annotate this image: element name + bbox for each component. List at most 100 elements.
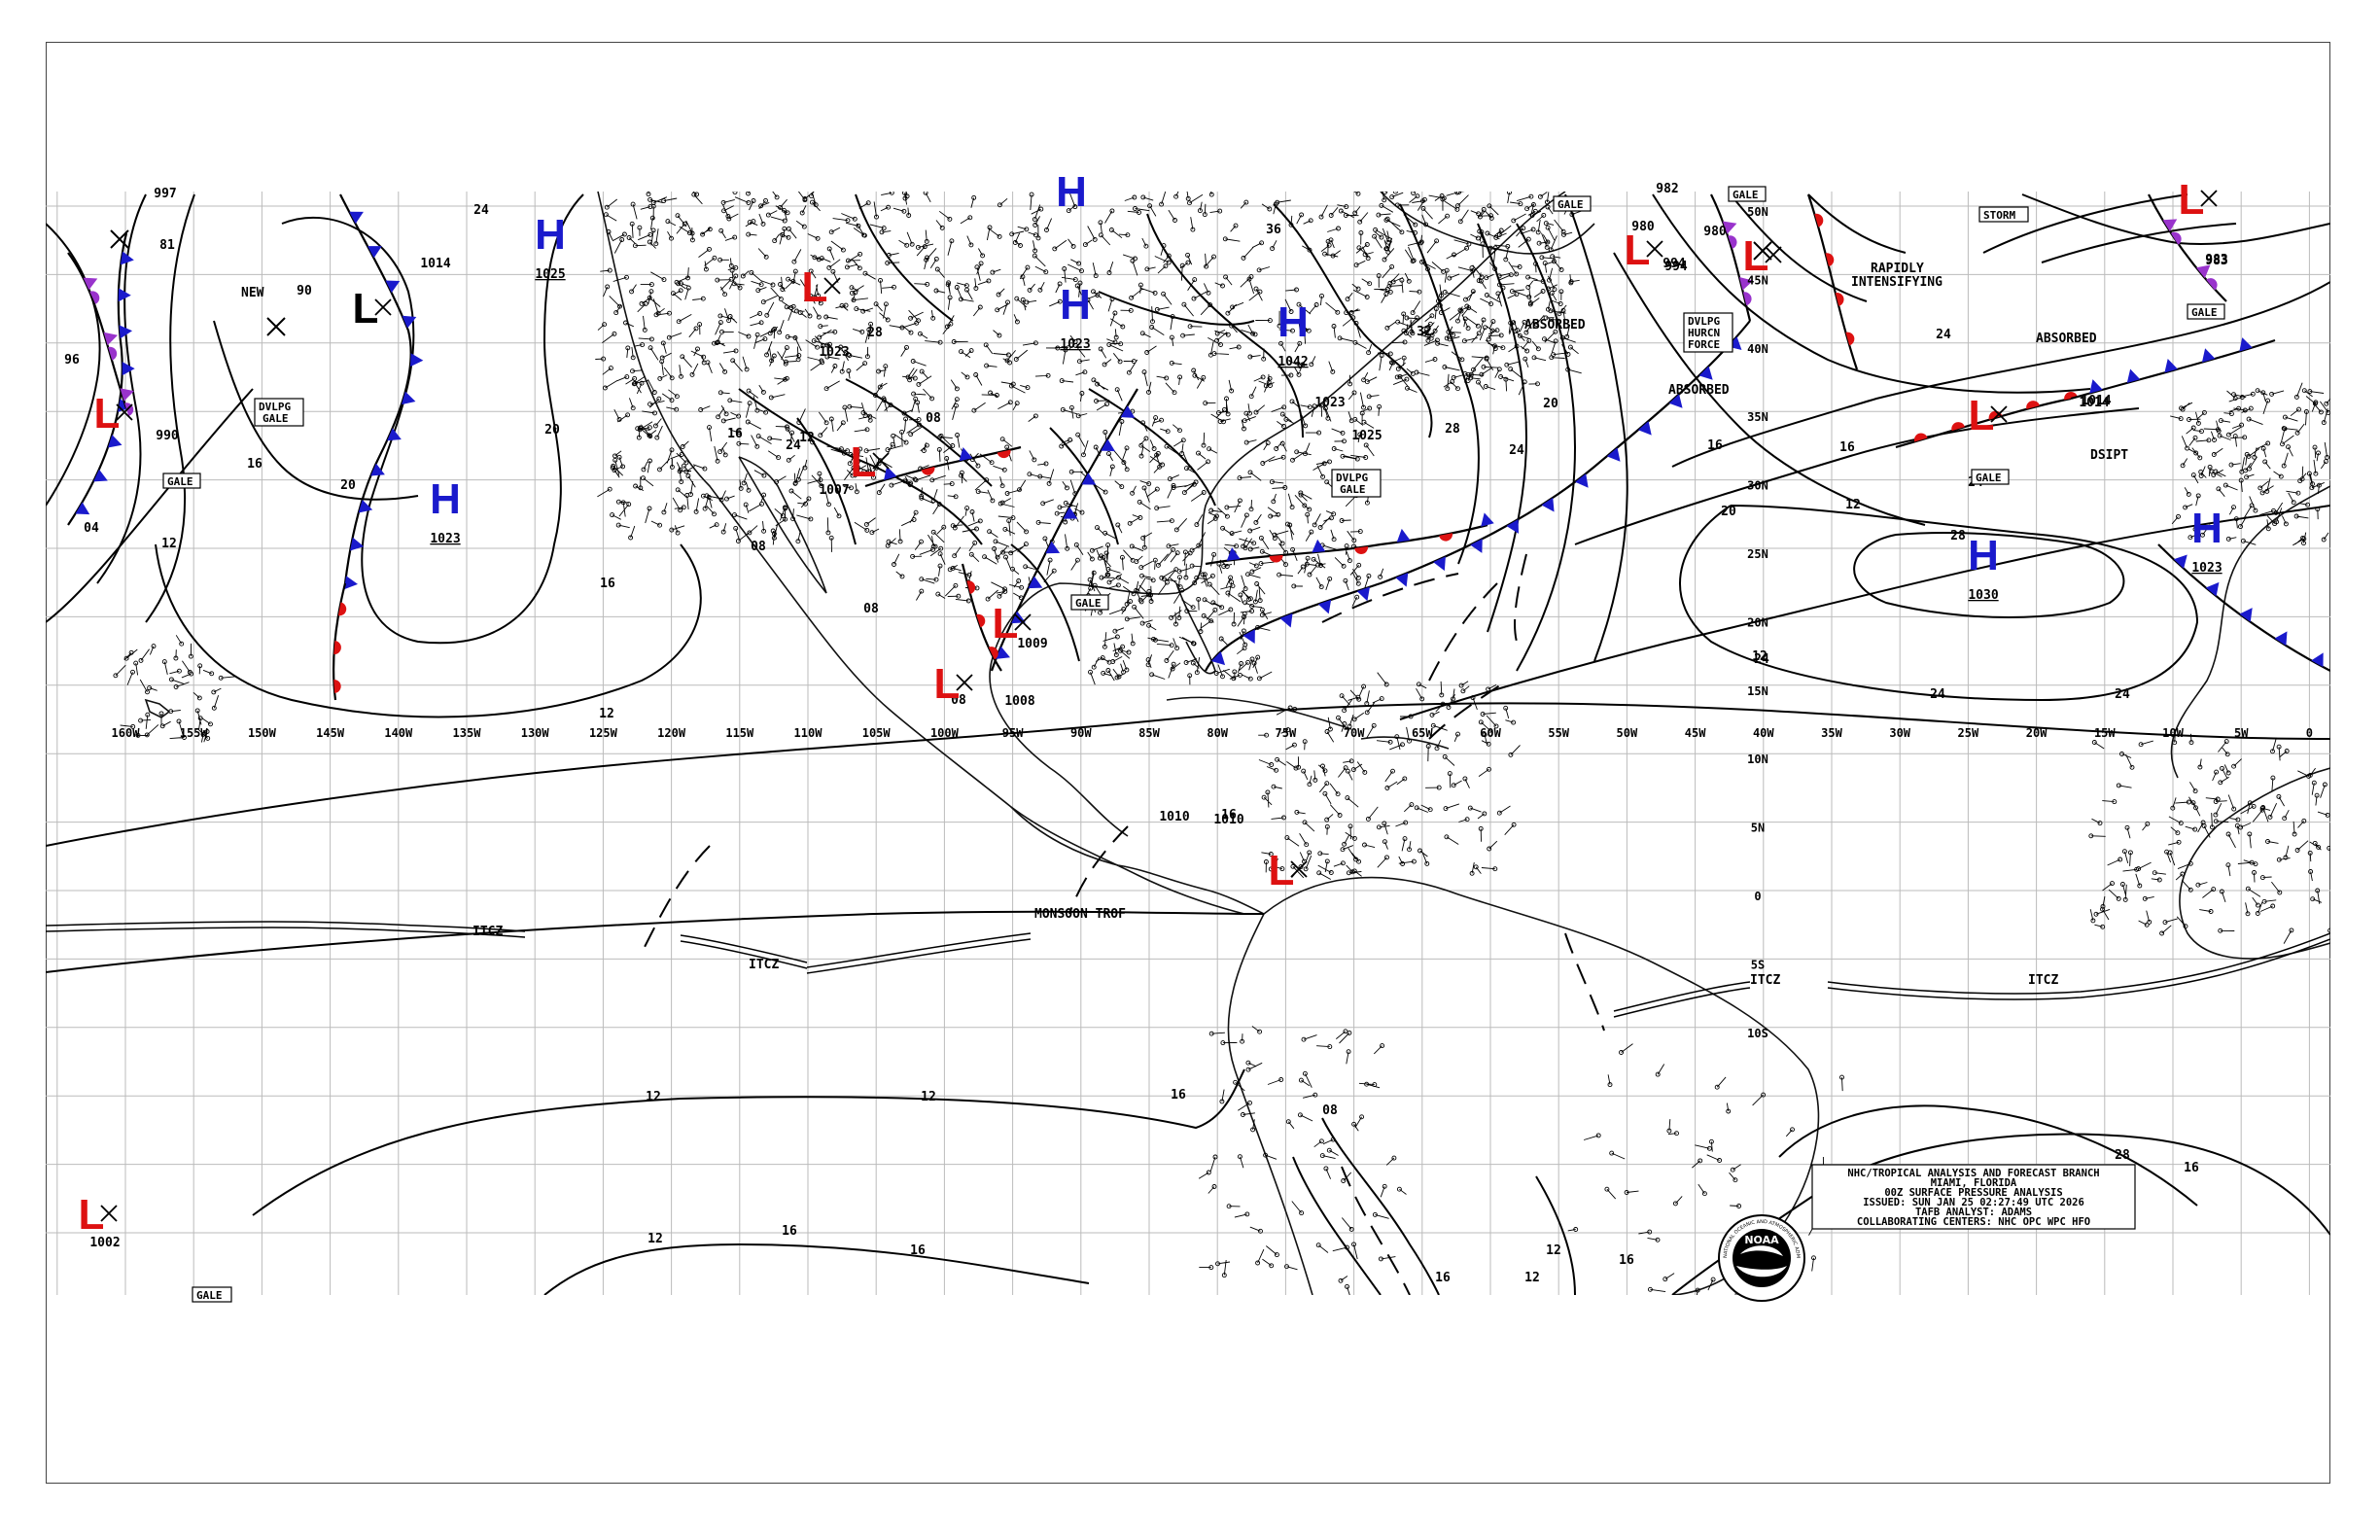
high-pressure-value: 1042 (1278, 355, 1308, 369)
isobar-label: 24 (1509, 443, 1524, 458)
center-x-marker (266, 317, 286, 336)
cold-front-east-pacific (339, 193, 424, 590)
high-pressure-center: H 1030 (1968, 532, 1999, 603)
isobar-label: 08 (751, 540, 766, 554)
info-line-4: ISSUED: SUN JAN 25 02:27:49 UTC 2026 (1863, 1197, 2084, 1208)
low-pressure-center: L (353, 285, 392, 332)
isobar-label: 16 (782, 1224, 797, 1239)
isobar-label: 12 (599, 707, 614, 721)
low-label: L (1969, 392, 1995, 439)
isobar-label: 983 (2205, 253, 2227, 267)
lon-label: 135W (453, 726, 482, 740)
low-pressure-value: 980 (1703, 225, 1727, 239)
lat-label: 5N (1751, 822, 1765, 835)
low-center-x (1646, 240, 1663, 258)
annotation-dvlpg-hurcn-force: DVLPG HURCN FORCE (1683, 312, 1733, 353)
annotation-itcz-4: ITCZ (2028, 973, 2058, 988)
low-label: L (851, 438, 877, 486)
lat-label: 40N (1747, 342, 1768, 356)
lat-label: 25N (1747, 547, 1768, 561)
lon-label: 65W (1412, 726, 1433, 740)
lon-label: 30W (1889, 726, 1910, 740)
isobar-label: 08 (951, 693, 966, 708)
low-pressure-center: L 983 (2179, 176, 2228, 268)
isobar-label: 28 (1950, 529, 1966, 543)
info-line-6: COLLABORATING CENTERS: NHC OPC WPC HFO (1857, 1216, 2090, 1228)
isobar-label: 12 (1524, 1271, 1540, 1285)
annotation-dvlpg-gale-west: DVLPG GALE (254, 398, 304, 427)
lon-label: 40W (1753, 726, 1774, 740)
lon-label: 80W (1207, 726, 1228, 740)
lon-label: 100W (930, 726, 960, 740)
hispaniola (1360, 736, 1450, 750)
isobar-label: 08 (1322, 1103, 1338, 1118)
cold-front-east-atlantic (2070, 337, 2276, 401)
isobar-label: 24 (2115, 687, 2130, 702)
lon-label: 0 (2306, 726, 2313, 740)
low-center-x (1990, 405, 2008, 423)
isobar-labels: 997 81 96 90 1014 24 04 12 16 20 16 20 24 28 36 32 20 24 2… (64, 182, 2228, 1285)
occluded-front-east (2148, 193, 2227, 302)
lon-label: 115W (725, 726, 754, 740)
lon-label: 45W (1685, 726, 1706, 740)
lon-label: 125W (589, 726, 618, 740)
low-label: L (934, 660, 961, 708)
low-center-x (100, 1205, 118, 1222)
hawaii (144, 698, 171, 718)
lon-label: 15W (2094, 726, 2116, 740)
isobar-label: 16 (910, 1243, 926, 1258)
svg-text:GALE: GALE (196, 1289, 223, 1302)
low-pressure-value: 983 (2205, 254, 2227, 268)
info-line-2: MIAMI, FLORIDA (1931, 1177, 2017, 1189)
low-pressure-value: 1007 (819, 483, 849, 498)
high-label: H (430, 475, 461, 523)
lon-label: 90W (1070, 726, 1092, 740)
low-pressure-value: 1023 (819, 345, 849, 360)
lon-label: 95W (1002, 726, 1024, 740)
low-center-x (823, 277, 841, 295)
stationary-front-sw (864, 445, 1022, 488)
low-label: L (993, 600, 1019, 648)
high-pressure-value: 1023 (2191, 561, 2222, 576)
svg-text:GALE: GALE (1976, 472, 2002, 484)
isobar-label: 16 (727, 427, 743, 441)
low-center-x (1290, 860, 1308, 878)
isobar-label: 32 (1417, 325, 1432, 339)
canada-coast (1380, 192, 1595, 255)
info-line-3: 00Z SURFACE PRESSURE ANALYSIS (1884, 1187, 2062, 1199)
annotation-gale-west: GALE (162, 472, 201, 489)
lon-label: 140W (384, 726, 413, 740)
isobar-label: 20 (544, 423, 560, 438)
baja-california (738, 456, 827, 594)
low-pressure-value: 1014 (2079, 396, 2109, 410)
isobar-label: 1014 (2081, 394, 2111, 408)
latitude-labels: 50N 45N 40N 35N 30N 25N 20N 15N 10N 5N 0 5S 10S (1747, 205, 1768, 1040)
lon-label: 105W (862, 726, 892, 740)
svg-text:FORCE: FORCE (1688, 338, 1720, 351)
low-label: L (1625, 227, 1651, 274)
warm-front-east-atlantic (1895, 392, 2078, 449)
lon-label: 155W (180, 726, 209, 740)
low-pressure-value: 990 (156, 429, 179, 443)
annotation-storm: STORM (1978, 206, 2029, 223)
isobar-label: 04 (84, 521, 99, 536)
lat-lon-grid (46, 192, 2330, 1295)
lat-label: 45N (1747, 273, 1768, 287)
low-label: L (1743, 232, 1769, 280)
lon-label: 150W (248, 726, 277, 740)
annotation-absorbed-1: ABSORBED (1524, 318, 1586, 332)
isobar-label: 12 (161, 537, 177, 551)
isobar-label: 12 (1546, 1243, 1561, 1258)
occluded-front-north-atlantic (1710, 193, 1754, 322)
lon-label: 20W (2026, 726, 2048, 740)
isobar-label: 12 (1752, 649, 1768, 664)
high-pressure-center: H 1023 (1060, 281, 1091, 352)
low-center-x (1014, 613, 1032, 631)
lon-label: 70W (1344, 726, 1365, 740)
itcz-lines (46, 921, 2330, 1018)
lon-label: 110W (794, 726, 823, 740)
lon-label: 160W (112, 726, 141, 740)
lon-label: 75W (1276, 726, 1297, 740)
annotation-absorbed-2: ABSORBED (1668, 383, 1730, 398)
isobar-label: 24 (1930, 687, 1945, 702)
